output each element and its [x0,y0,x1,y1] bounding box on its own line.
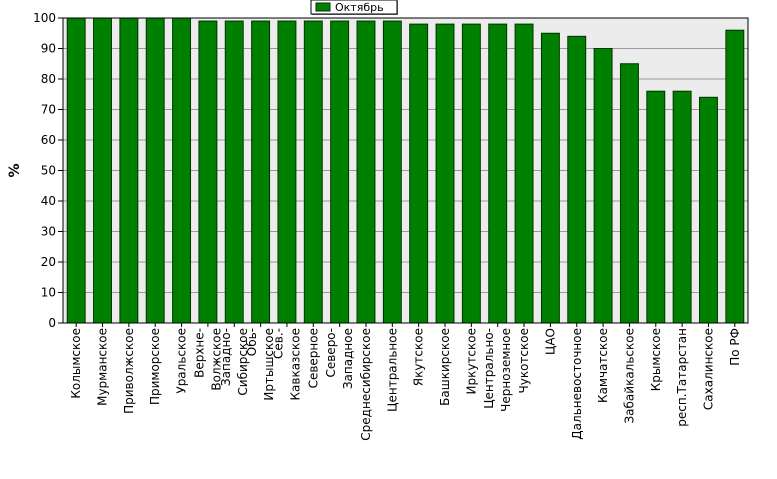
x-tick-label: Якутское [412,328,426,386]
y-tick-label: 30 [41,225,56,239]
bar [224,20,244,324]
x-tick-label: Дальневосточное [570,328,584,440]
bar [567,35,587,324]
y-tick-label: 90 [41,42,56,56]
bar [540,32,560,324]
x-tick-label: ЦАО [543,328,557,355]
y-tick-label: 20 [41,255,56,269]
y-tick-label: 10 [41,286,56,300]
y-axis-label: % [7,163,23,177]
bar [619,63,639,324]
x-tick-label: Западное [341,328,355,389]
x-tick-label: Иркутское [464,328,478,395]
bar [145,17,165,324]
bar [93,17,112,324]
x-tick-label: Среднесибирское [359,328,373,441]
x-tick-label: Сахалинское [701,328,715,410]
x-tick-label: Приволжское [122,328,136,414]
bar [172,17,192,324]
bar [514,23,534,324]
x-tick-label: Верхне- [192,328,206,378]
x-tick-label: Уральское [175,328,189,394]
x-tick-label: Обь- [245,328,259,356]
legend-label: Октябрь [335,1,384,14]
bar [672,90,692,324]
x-tick-label: Западно- [219,328,233,386]
bar [488,23,508,324]
y-tick-label: 0 [48,316,56,330]
plot-frame [62,17,749,324]
y-tick-label: 80 [41,72,56,86]
bar [119,17,139,324]
x-tick-label: Мурманское [96,328,110,406]
x-tick-label: респ.Татарстан [675,328,689,427]
bar [699,96,718,324]
bar [646,90,666,324]
x-tick-label: Сибирское [236,328,250,396]
x-tick-label: Черноземное [499,328,513,412]
x-tick-label: Чукотское [517,328,531,393]
bar [435,23,455,324]
x-tick-label: Крымское [649,328,663,391]
x-tick-label: Колымское [69,328,83,399]
x-tick-label: Северное [306,328,320,388]
x-tick-label: Камчатское [596,328,610,403]
legend-swatch [315,2,331,12]
y-tick-label: 50 [41,164,56,178]
x-tick-label: По РФ [728,328,742,366]
bar [330,20,350,324]
x-tick-label: Забайкальское [622,328,636,424]
bar [198,20,218,324]
legend-box [310,0,398,15]
y-tick-label: 60 [41,133,56,147]
bar [593,48,613,324]
x-tick-label: Иртышское [262,328,276,401]
bar [277,20,297,324]
y-tick-label: 40 [41,194,56,208]
y-tick-label: 70 [41,103,56,117]
x-tick-label: Башкирское [438,328,452,406]
x-tick-label: Центральное [385,328,399,412]
x-tick-label: Сев.- [271,328,285,359]
x-tick-label: Северо- [324,328,338,378]
bar [409,23,429,324]
x-tick-label: Приморское [148,328,162,405]
y-tick-label: 100 [33,11,56,25]
bar [303,20,323,324]
bar [356,20,376,324]
bar [382,20,402,324]
x-tick-label: Центрально- [482,328,496,409]
bar [251,20,271,324]
bar [725,29,745,324]
x-tick-label: Волжское [209,328,223,391]
x-tick-label: Кавказское [288,328,302,401]
bar [461,23,481,324]
bar [66,17,86,324]
